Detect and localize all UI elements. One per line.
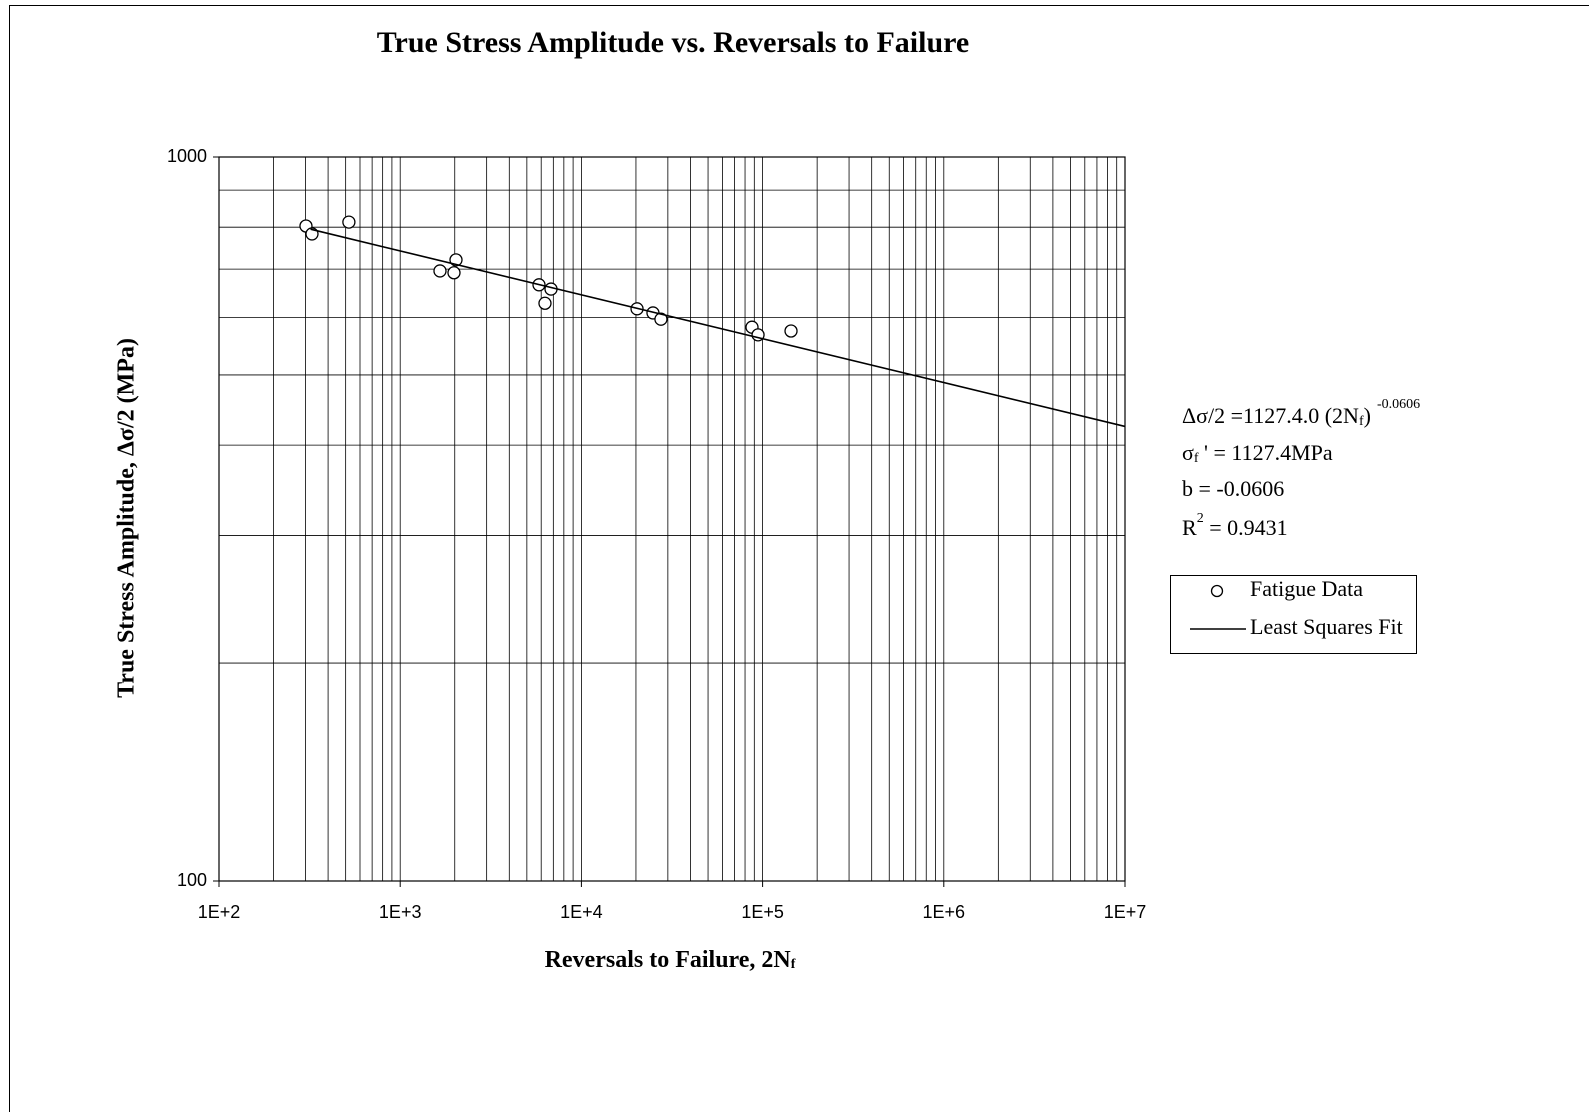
annotation-text: σ [1182,440,1194,465]
y-tick-label: 1000 [167,146,207,166]
x-tick-label: 1E+6 [923,902,966,922]
x-axis-label: Reversals to Failure, 2Nf [545,947,796,973]
data-point [342,215,356,229]
annotation: R2 = 0.9431 [1182,511,1288,540]
data-point [447,266,461,280]
legend-label: Fatigue Data [1250,576,1363,601]
x-axis-label-sub: f [791,957,796,972]
x-axis-label-text: Reversals to Failure, 2N [545,947,792,973]
annotation: b = -0.0606 [1182,476,1284,501]
y-tick-label: 100 [177,870,207,890]
legend-marker [1210,584,1224,598]
plot-border [218,156,1126,882]
chart-frame [9,5,1589,1112]
annotation-text: Δσ/2 =1127.4.0 (2N [1182,403,1359,428]
data-point [654,312,668,326]
annotation-sup: 2 [1197,511,1204,526]
x-tick-label: 1E+3 [379,902,422,922]
annotation-sup: -0.0606 [1377,397,1420,412]
data-point [538,296,552,310]
data-point [784,324,798,338]
x-tick-label: 1E+5 [741,902,784,922]
x-tick-label: 1E+7 [1104,902,1147,922]
annotation-sub: f [1194,451,1199,466]
annotation: σf ' = 1127.4MPa [1182,440,1333,466]
x-tick-label: 1E+2 [198,902,241,922]
fit-line [310,228,1126,428]
x-tick-label: 1E+4 [560,902,603,922]
annotation-text: ' = 1127.4MPa [1199,440,1333,465]
annotation-text: b = -0.0606 [1182,476,1284,501]
data-point [433,264,447,278]
annotation-text: R [1182,515,1197,540]
y-axis-label: True Stress Amplitude, Δσ/2 (MPa) [114,338,140,698]
annotation-text: = 0.9431 [1204,515,1288,540]
data-point [449,253,463,267]
annotation-sub: f [1359,414,1364,429]
annotation: Δσ/2 =1127.4.0 (2Nf) -0.0606 [1182,397,1420,429]
legend-label: Least Squares Fit [1250,614,1403,639]
chart-title: True Stress Amplitude vs. Reversals to F… [377,26,969,59]
annotation-text: ) [1364,403,1371,428]
